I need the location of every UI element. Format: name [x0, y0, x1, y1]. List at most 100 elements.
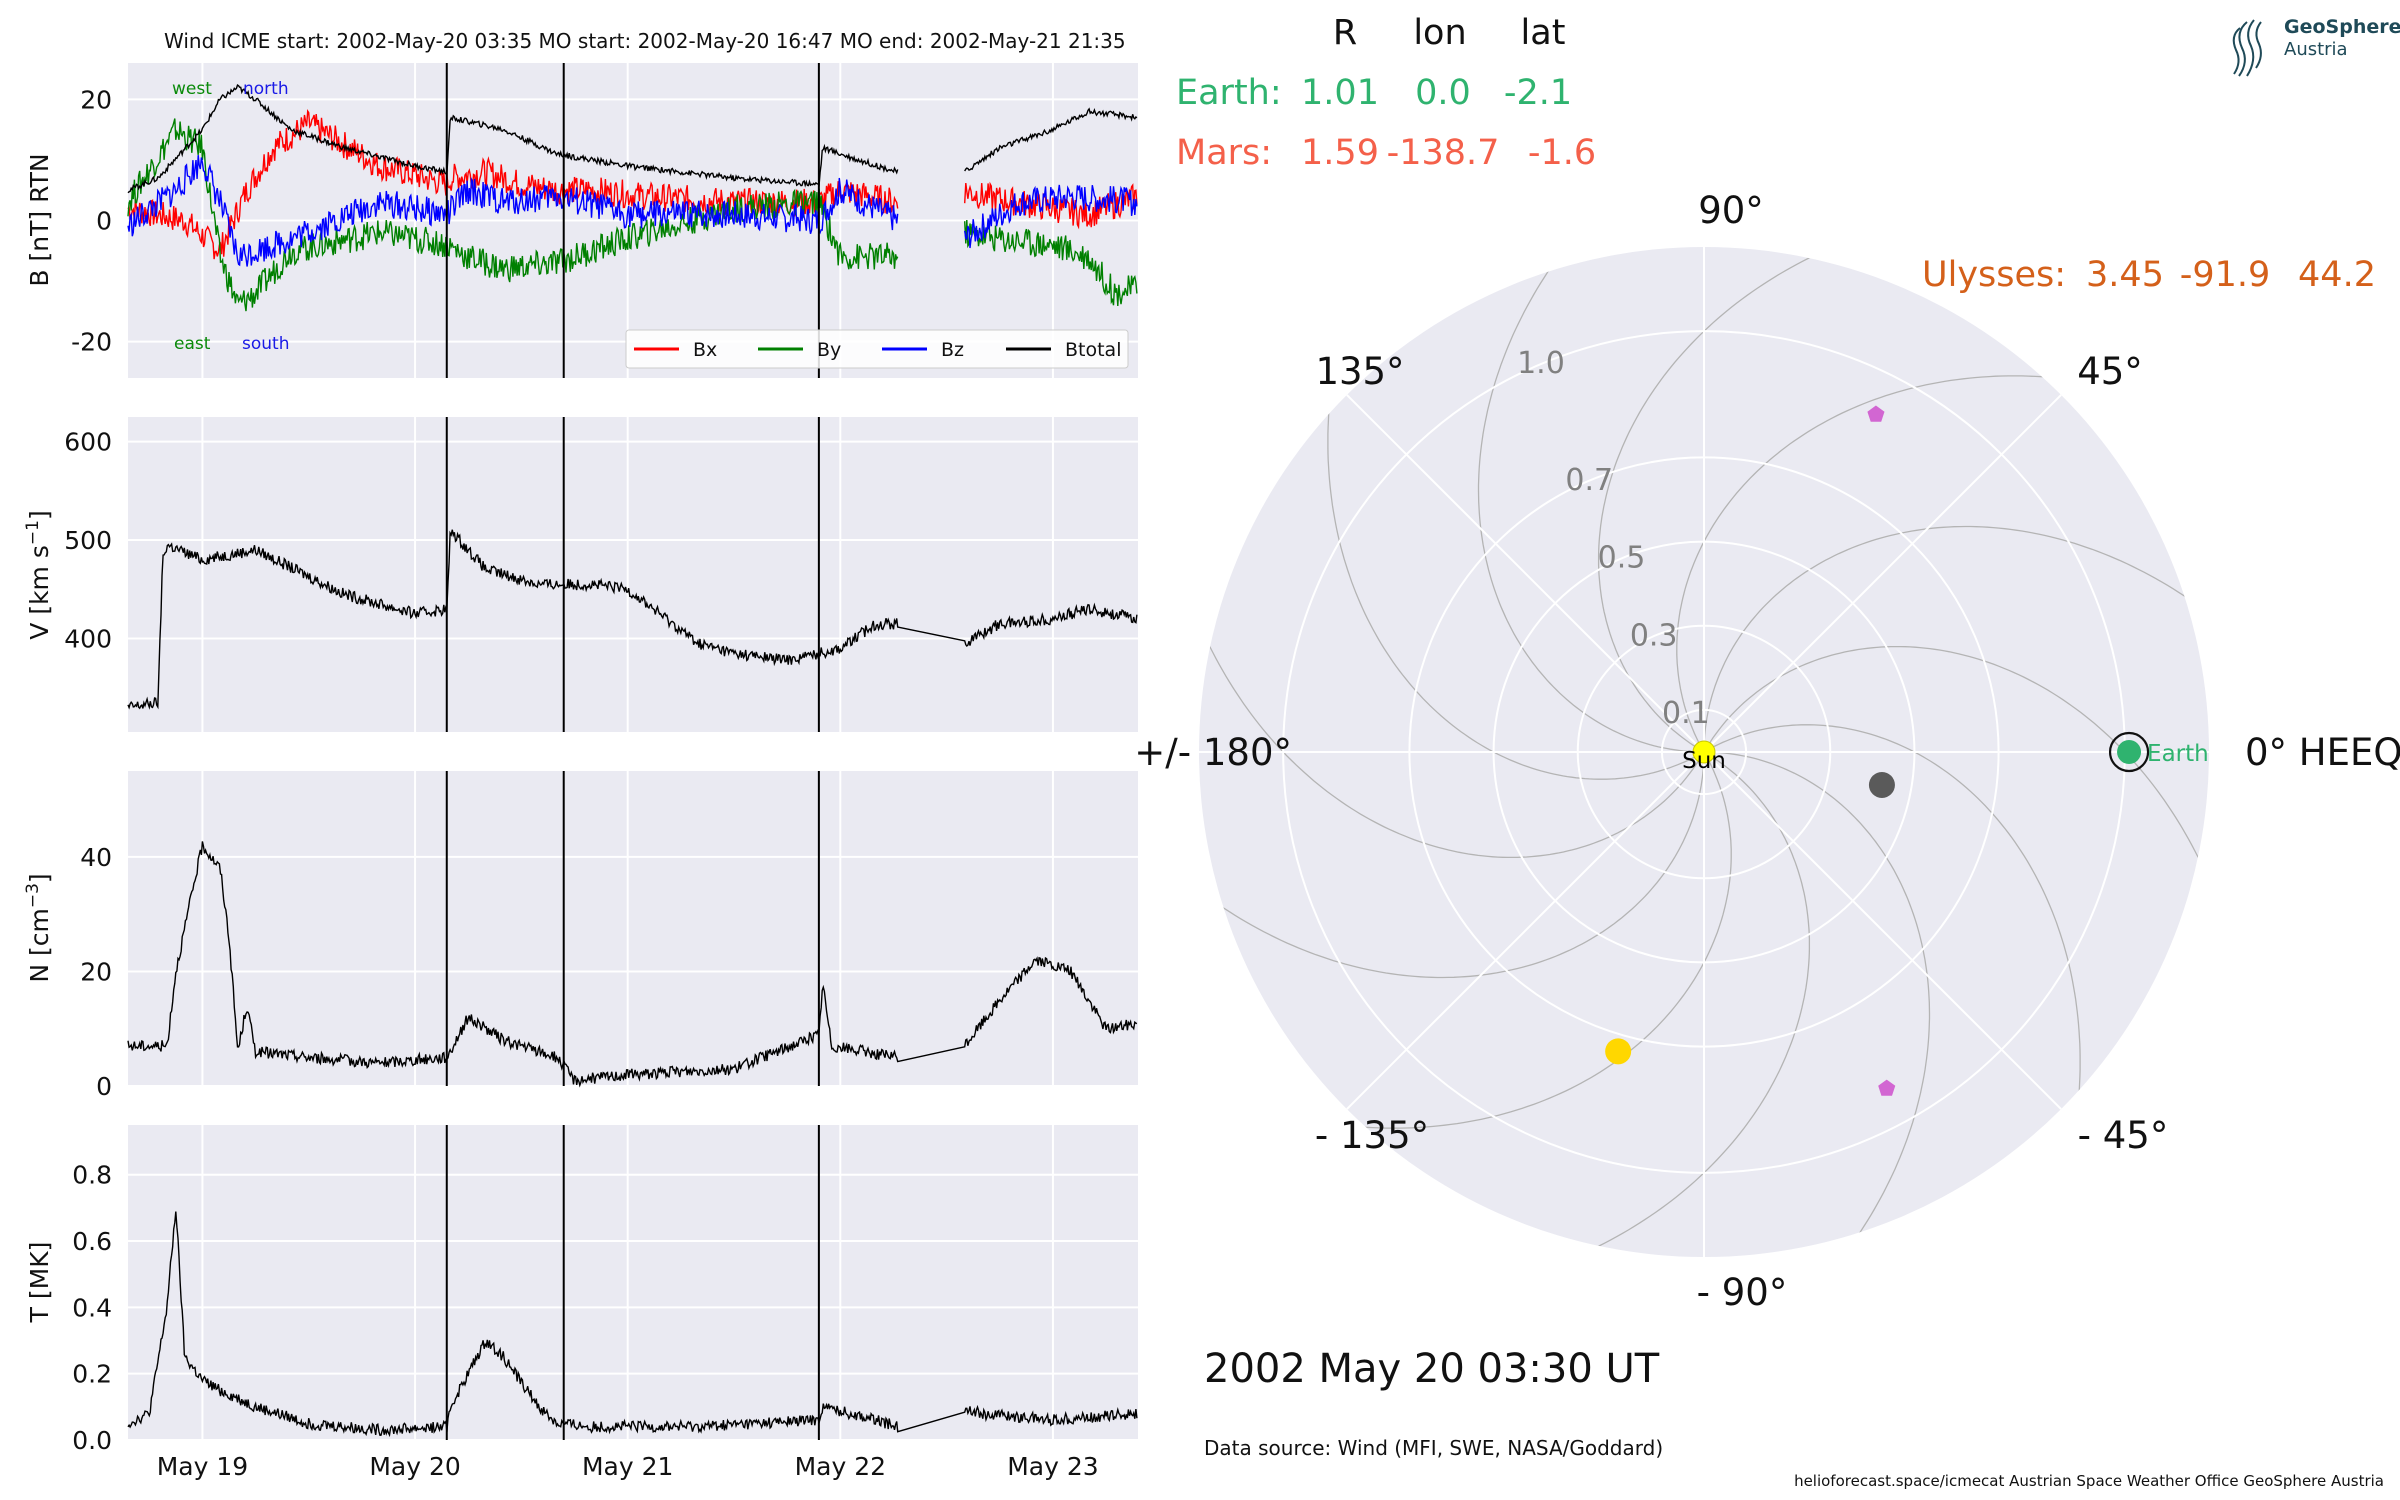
table-header-lon: lon [1413, 13, 1466, 53]
legend-bx-label: Bx [693, 339, 717, 361]
legend-bz-label: Bz [941, 339, 964, 361]
polar-plot: 0.1 0.3 0.5 0.7 1.0 90° 45° 0° HEEQ - 45° - 90° - … [1134, 189, 2400, 1314]
radial-tick-label: 0.5 [1598, 541, 1646, 576]
xtick-label: May 22 [795, 1452, 886, 1481]
panel-v-bg [128, 417, 1138, 732]
radial-tick-label: 0.7 [1565, 463, 1613, 498]
sun-label: Sun [1682, 748, 1726, 774]
xtick-label: May 19 [157, 1452, 248, 1481]
ytick-label: 0.6 [72, 1227, 112, 1256]
ytick-label: 20 [80, 957, 112, 986]
angle-label: 0° HEEQ [2245, 731, 2400, 774]
ytick-label: 0.0 [72, 1426, 112, 1455]
series-n-line [127, 841, 1138, 1088]
ytick-label: 600 [64, 428, 112, 457]
magenta-pentagon-upper-marker [1867, 405, 1885, 422]
yellow-object-marker [1605, 1038, 1632, 1065]
angle-label: - 90° [1697, 1271, 1788, 1314]
earth-marker [2117, 740, 2142, 764]
ylabel-t: T [MK] [25, 1242, 54, 1324]
table-header-lat: lat [1521, 13, 1566, 53]
earth-row-name: Earth: [1176, 73, 1282, 113]
ytick-label: -20 [71, 328, 112, 357]
annotation-east: east [174, 334, 211, 354]
annotation-west: west [172, 79, 212, 99]
panel-n-bg [128, 771, 1138, 1086]
polar-ring [1576, 624, 1832, 880]
series-bx-line [964, 181, 1138, 230]
ytick-label: 500 [64, 526, 112, 555]
ylabel-v: V [km s−1] [23, 510, 54, 639]
panel-b: -20 0 20 [71, 63, 1138, 378]
gray-object-marker [1868, 771, 1895, 798]
table-header-r: R [1333, 13, 1357, 53]
ytick-label: 0.4 [72, 1293, 112, 1322]
ytick-label: 0.8 [72, 1161, 112, 1190]
legend-box [625, 329, 1129, 369]
series-btotal-line [127, 84, 899, 194]
series-by-line [127, 118, 899, 312]
earth-row-r: 1.01 [1301, 73, 1379, 113]
logo-line2: Austria [2284, 39, 2348, 60]
series-bz-line [964, 184, 1138, 249]
mars-row-r: 1.59 [1301, 133, 1379, 173]
ulysses-row-r: 3.45 [2086, 255, 2164, 295]
timestamp: 2002 May 20 03:30 UT [1204, 1346, 1660, 1392]
angle-label: 90° [1698, 189, 1764, 232]
annotation-north: north [243, 79, 289, 99]
ytick-label: 0.2 [72, 1360, 112, 1389]
ulysses-row-name: Ulysses: [1922, 255, 2066, 295]
earth-label: Earth [2147, 741, 2209, 767]
ytick-label: 20 [80, 85, 112, 114]
xtick-label: May 20 [369, 1452, 460, 1481]
xtick-label: May 21 [582, 1452, 673, 1481]
polar-ring [1660, 708, 1748, 796]
geosphere-swirl-icon [2232, 19, 2262, 77]
legend-by-label: By [817, 339, 841, 361]
position-table: R lon lat Earth: 1.01 0.0 -2.1 Mars: 1.5… [1176, 13, 2376, 295]
sun-marker [1692, 740, 1716, 764]
panel-v: 400 500 600 [64, 417, 1138, 732]
radial-tick-label: 0.3 [1630, 618, 1678, 653]
data-source: Data source: Wind (MFI, SWE, NASA/Goddar… [1204, 1436, 1663, 1460]
series-btotal-line [964, 107, 1138, 172]
magenta-pentagon-lower-marker [1878, 1079, 1896, 1096]
timeseries-title: Wind ICME start: 2002-May-20 03:35 MO st… [164, 29, 1126, 53]
series-t-line [127, 1211, 1138, 1438]
annotation-south: south [242, 334, 289, 354]
xtick-label: May 23 [1007, 1452, 1098, 1481]
angle-label: 45° [2077, 350, 2143, 393]
mars-row-name: Mars: [1176, 133, 1272, 173]
mars-row-lon: -138.7 [1387, 133, 1500, 173]
angle-label: - 45° [2078, 1114, 2169, 1157]
angle-label: +/- 180° [1134, 731, 1292, 774]
ytick-label: 400 [64, 624, 112, 653]
earth-ring [2108, 731, 2150, 773]
series-by-line [964, 219, 1138, 307]
panel-n: 0 20 40 [80, 771, 1138, 1101]
legend: Bx By Bz Btotal [625, 329, 1129, 369]
ytick-label: 0 [96, 207, 112, 236]
radial-tick-label: 1.0 [1517, 346, 1565, 381]
polar-ring [1492, 540, 1916, 964]
geosphere-logo: GeoSphere Austria [2232, 16, 2400, 77]
earth-row-lat: -2.1 [1504, 73, 1572, 113]
angle-label: 135° [1315, 350, 1404, 393]
series-bz-line [127, 155, 899, 267]
panel-t-bg [128, 1125, 1138, 1440]
ulysses-row-lon: -91.9 [2180, 255, 2271, 295]
ylabel-b: B [nT] RTN [25, 153, 54, 286]
ytick-label: 40 [80, 843, 112, 872]
ylabel-n: N [cm−3] [23, 873, 54, 982]
ytick-label: 0 [96, 1072, 112, 1101]
panel-t: 0.0 0.2 0.4 0.6 0.8 May 19 May 20 May 21 May 22 M… [72, 1125, 1138, 1481]
earth-row-lon: 0.0 [1415, 73, 1471, 113]
legend-btotal-label: Btotal [1065, 339, 1121, 361]
polar-ring [1408, 456, 2000, 1048]
logo-line1: GeoSphere [2284, 16, 2400, 38]
series-v-line [127, 529, 1138, 710]
footer-credits: helioforecast.space/icmecat Austrian Spa… [1794, 1472, 2384, 1490]
angle-label: - 135° [1315, 1114, 1429, 1157]
ulysses-row-lat: 44.2 [2298, 255, 2376, 295]
